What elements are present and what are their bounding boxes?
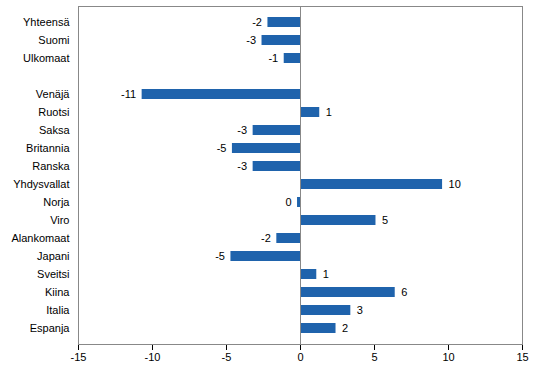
svg-text:Sveitsi: Sveitsi — [37, 268, 69, 280]
svg-text:2: 2 — [342, 322, 348, 334]
svg-text:Suomi: Suomi — [38, 34, 69, 46]
svg-text:-11: -11 — [121, 88, 136, 100]
svg-text:6: 6 — [401, 286, 407, 298]
svg-text:-5: -5 — [217, 142, 227, 154]
svg-text:-15: -15 — [71, 351, 87, 363]
svg-text:5: 5 — [371, 351, 377, 363]
svg-text:0: 0 — [285, 196, 291, 208]
svg-text:Venäjä: Venäjä — [36, 88, 71, 100]
svg-text:Yhdysvallat: Yhdysvallat — [13, 178, 69, 190]
svg-text:0: 0 — [297, 351, 303, 363]
svg-text:-3: -3 — [246, 34, 256, 46]
svg-text:-3: -3 — [237, 160, 247, 172]
svg-text:-5: -5 — [222, 351, 232, 363]
svg-text:-3: -3 — [237, 124, 247, 136]
svg-text:Ruotsi: Ruotsi — [38, 106, 69, 118]
svg-text:Britannia: Britannia — [26, 142, 70, 154]
svg-text:Viro: Viro — [50, 214, 69, 226]
svg-text:Yhteensä: Yhteensä — [23, 16, 70, 28]
svg-text:-2: -2 — [252, 16, 262, 28]
svg-text:15: 15 — [516, 351, 528, 363]
svg-text:Kiina: Kiina — [45, 286, 70, 298]
svg-text:-2: -2 — [261, 232, 271, 244]
svg-text:-10: -10 — [145, 351, 161, 363]
svg-text:Alankomaat: Alankomaat — [11, 232, 69, 244]
svg-text:Ranska: Ranska — [32, 160, 70, 172]
svg-text:Espanja: Espanja — [30, 322, 71, 334]
svg-text:1: 1 — [326, 106, 332, 118]
svg-text:10: 10 — [442, 351, 454, 363]
svg-text:Japani: Japani — [37, 250, 69, 262]
svg-text:Saksa: Saksa — [39, 124, 70, 136]
svg-text:Ulkomaat: Ulkomaat — [23, 52, 69, 64]
svg-text:3: 3 — [357, 304, 363, 316]
svg-text:10: 10 — [449, 178, 461, 190]
svg-text:1: 1 — [323, 268, 329, 280]
svg-text:5: 5 — [382, 214, 388, 226]
svg-text:-1: -1 — [268, 52, 278, 64]
svg-text:Italia: Italia — [46, 304, 70, 316]
svg-text:Norja: Norja — [43, 196, 70, 208]
svg-text:-5: -5 — [215, 250, 225, 262]
